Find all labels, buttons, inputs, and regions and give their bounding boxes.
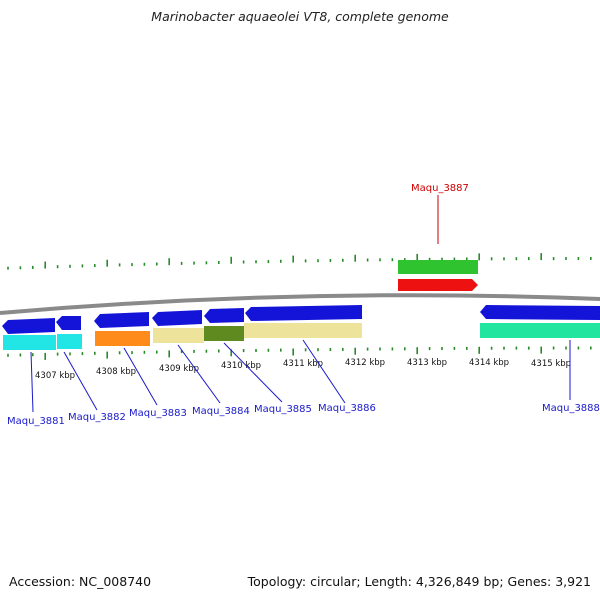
- genome-backbone: [0, 293, 600, 315]
- gene-labels: Maqu_3881 Maqu_3882 Maqu_3883 Maqu_3884 …: [7, 183, 600, 427]
- scale-label-4311: 4311 kbp: [283, 359, 323, 369]
- gene-maqu-3883-arrow[interactable]: [94, 312, 149, 328]
- scale-label-4315: 4315 kbp: [531, 359, 571, 369]
- scale-label-4313: 4313 kbp: [407, 358, 447, 368]
- gene-label-maqu-3881[interactable]: Maqu_3881: [7, 416, 65, 427]
- gene-label-maqu-3888[interactable]: Maqu_3888: [542, 403, 600, 414]
- gene-maqu-3887-red-arrow[interactable]: [398, 279, 478, 291]
- gene-maqu-3888-seagreen-bar[interactable]: [480, 323, 600, 338]
- gene-label-maqu-3885[interactable]: Maqu_3885: [254, 404, 312, 415]
- gene-label-maqu-3887[interactable]: Maqu_3887: [411, 183, 469, 194]
- gene-maqu-3888-arrow[interactable]: [480, 305, 600, 320]
- gene-label-maqu-3882[interactable]: Maqu_3882: [68, 412, 126, 423]
- scale-label-4307: 4307 kbp: [35, 371, 75, 381]
- gene-maqu-3885-arrow[interactable]: [204, 308, 244, 323]
- gene-maqu-3881-cyan-bar[interactable]: [3, 335, 56, 350]
- gene-maqu-3884-khaki-bar[interactable]: [153, 328, 204, 343]
- gene-label-maqu-3886[interactable]: Maqu_3886: [318, 403, 376, 414]
- tick-row-top: [7, 253, 592, 270]
- accession-label: Accession: NC_008740: [9, 574, 152, 589]
- gene-maqu-3882-cyan-bar[interactable]: [57, 334, 82, 349]
- map-title: Marinobacter aquaeolei VT8, complete gen…: [151, 9, 449, 24]
- gene-label-maqu-3884[interactable]: Maqu_3884: [192, 406, 250, 417]
- gene-leader-lines: [30, 195, 571, 413]
- feature-track: [2, 260, 600, 350]
- leader-maqu-3883: [123, 347, 158, 406]
- gene-maqu-3884-arrow[interactable]: [152, 310, 202, 326]
- leader-maqu-3886: [302, 339, 346, 404]
- leader-maqu-3884: [177, 344, 221, 404]
- leader-maqu-3882: [63, 351, 98, 411]
- gene-label-maqu-3883[interactable]: Maqu_3883: [129, 408, 187, 419]
- gene-maqu-3881-arrow[interactable]: [2, 318, 55, 334]
- leader-maqu-3881: [30, 351, 34, 413]
- scale-labels: 4307 kbp 4308 kbp 4309 kbp 4310 kbp 4311…: [35, 358, 571, 381]
- scale-label-4312: 4312 kbp: [345, 358, 385, 368]
- scale-label-4310: 4310 kbp: [221, 361, 261, 371]
- scale-label-4314: 4314 kbp: [469, 358, 509, 368]
- gene-maqu-3884-olive-bar[interactable]: [204, 326, 244, 341]
- genome-summary-label: Topology: circular; Length: 4,326,849 bp…: [247, 574, 591, 589]
- gene-maqu-3882-arrow[interactable]: [56, 316, 81, 330]
- leader-maqu-3885: [223, 342, 283, 403]
- scale-label-4308: 4308 kbp: [96, 367, 136, 377]
- gene-maqu-3886-arrow[interactable]: [245, 305, 362, 321]
- tick-row-bottom: [7, 346, 592, 360]
- gene-maqu-3883-orange-bar[interactable]: [95, 331, 150, 346]
- gene-maqu-3886-khaki-bar[interactable]: [244, 323, 362, 338]
- gene-maqu-3887-green-bar[interactable]: [398, 260, 478, 274]
- scale-label-4309: 4309 kbp: [159, 364, 199, 374]
